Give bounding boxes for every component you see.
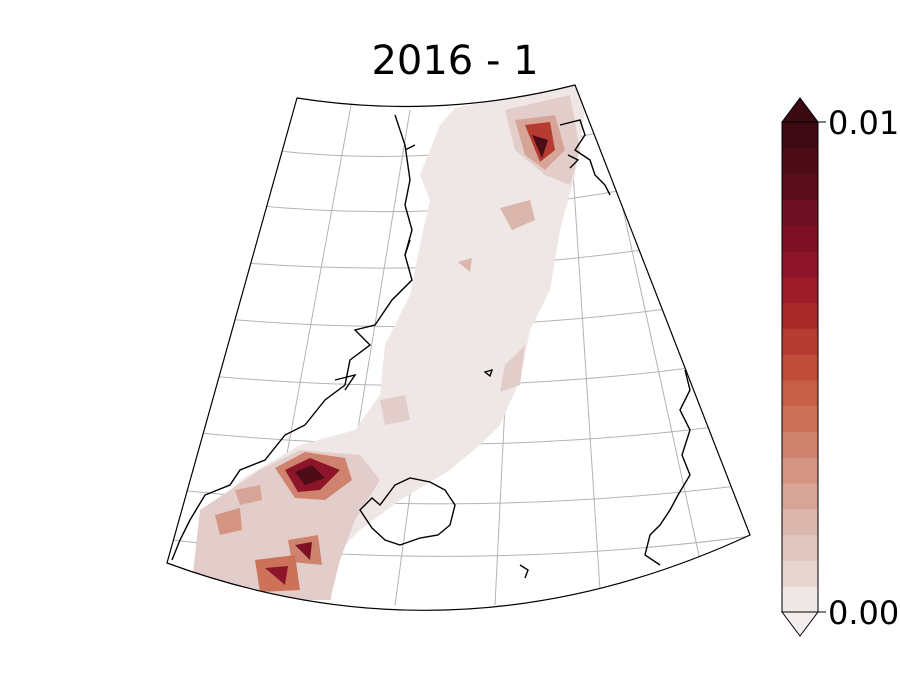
coastlines (171, 114, 691, 579)
map-plot (166, 84, 751, 611)
colorbar-steps (782, 122, 818, 613)
colorbar-frame (781, 121, 819, 613)
colorbar-step (782, 225, 818, 252)
colorbar-step (782, 302, 818, 329)
colorbar-step (782, 586, 818, 613)
colorbar-min-label: 0.00 (828, 594, 900, 632)
colorbar-step (782, 199, 818, 226)
colorbar-step (782, 276, 818, 304)
colorbar-step (782, 147, 818, 175)
colorbar-step (782, 534, 818, 561)
colorbar-step (782, 508, 818, 536)
colorbar-step (782, 405, 818, 432)
map-frame (166, 84, 751, 611)
colorbar-step (782, 250, 818, 278)
colorbar-step (782, 457, 818, 484)
colorbar-under-arrow (781, 611, 819, 637)
map-title: 2016 - 1 (371, 38, 539, 84)
colorbar-step (782, 173, 818, 200)
colorbar-step (782, 483, 818, 510)
colorbar-step (782, 122, 818, 149)
colorbar-step (782, 379, 818, 407)
colorbar-step (782, 328, 818, 355)
colorbar-step (782, 560, 818, 587)
colorbar-step (782, 431, 818, 458)
density-field (190, 85, 585, 600)
colorbar-over-arrow (781, 97, 819, 123)
colorbar-step (782, 354, 818, 381)
colorbar-max-label: 0.01 (828, 104, 900, 142)
